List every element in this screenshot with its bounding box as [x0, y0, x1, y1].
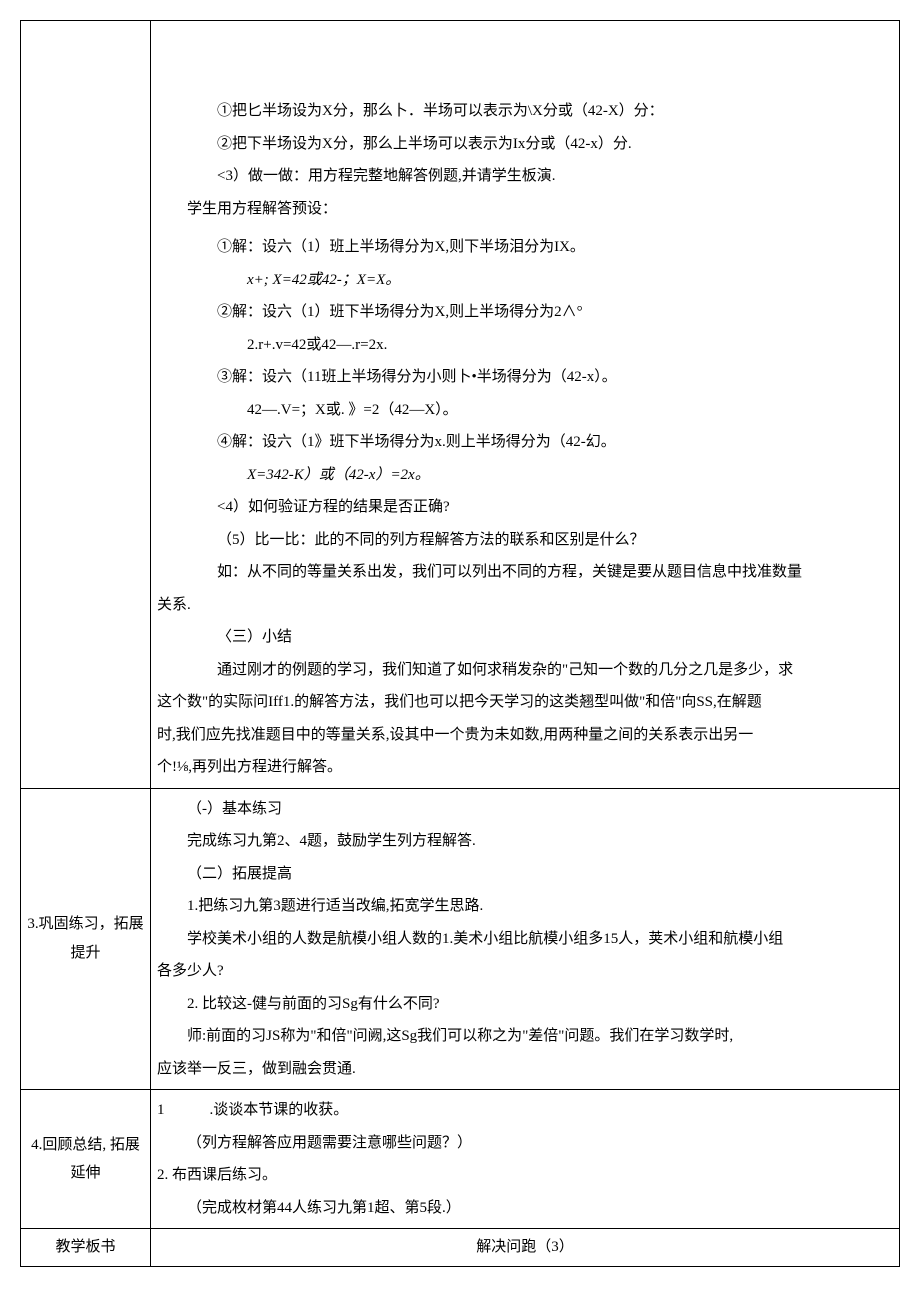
- line: ②解：设六（1）班下半场得分为X,则上半场得分为2∧°: [157, 296, 893, 329]
- section-label-2: 3.巩固练习，拓展提升: [21, 788, 151, 1090]
- line: ①把匕半场设为X分，那么卜．半场可以表示为\X分或（42-X）分：: [157, 95, 893, 128]
- section-label-4: 教学板书: [21, 1229, 151, 1267]
- line: 学校美术小组的人数是航模小组人数的1.美术小组比航模小组多15人，荚术小组和航模…: [157, 923, 893, 956]
- line: （-）基本练习: [157, 793, 893, 826]
- line: 各多少人?: [157, 955, 893, 988]
- line: 完成练习九第2、4题，鼓励学生列方程解答.: [157, 825, 893, 858]
- line: 2.r+.v=42或42—.r=2x.: [157, 329, 893, 362]
- line: <3）做一做：用方程完整地解答例题,并请学生板演.: [157, 160, 893, 193]
- line: ①解：设六（1）班上半场得分为X,则下半场泪分为IX。: [157, 231, 893, 264]
- line: 这个数"的实际问Iff1.的解答方法，我们也可以把今天学习的这类翘型叫做"和倍"…: [157, 686, 893, 719]
- table-row: 3.巩固练习，拓展提升 （-）基本练习 完成练习九第2、4题，鼓励学生列方程解答…: [21, 788, 900, 1090]
- line: 〈三）小结: [157, 621, 893, 654]
- line: 个!⅛,再列出方程进行解答。: [157, 751, 893, 784]
- line: ②把下半场设为X分，那么上半场可以表示为Ix分或（42-x）分.: [157, 128, 893, 161]
- section-label-3: 4.回顾总结, 拓展延伸: [21, 1090, 151, 1229]
- table-row: 4.回顾总结, 拓展延伸 1 .谈谈本节课的收获。 （列方程解答应用题需要注意哪…: [21, 1090, 900, 1229]
- line: 师:前面的习JS称为"和倍"问阙,这Sg我们可以称之为"差倍"问题。我们在学习数…: [157, 1020, 893, 1053]
- section-content-3: 1 .谈谈本节课的收获。 （列方程解答应用题需要注意哪些问题？） 2. 布西课后…: [151, 1090, 900, 1229]
- section-content-4: 解决问跑（3）: [151, 1229, 900, 1267]
- line: 2. 布西课后练习。: [157, 1159, 893, 1192]
- section-content-2: （-）基本练习 完成练习九第2、4题，鼓励学生列方程解答. （二）拓展提高 1.…: [151, 788, 900, 1090]
- line: 42—.V=；X或. 》=2（42—X）。: [157, 394, 893, 427]
- line: 如：从不同的等量关系出发，我们可以列出不同的方程，关键是要从题目信息中找准数量: [157, 556, 893, 589]
- table-row: 教学板书 解决问跑（3）: [21, 1229, 900, 1267]
- line: 时,我们应先找准题目中的等量关系,设其中一个贵为未如数,用两种量之间的关系表示出…: [157, 719, 893, 752]
- line: 1.把练习九第3题进行适当改编,拓宽学生思路.: [157, 890, 893, 923]
- line: 应该举一反三，做到融会贯通.: [157, 1053, 893, 1086]
- line: ③解：设六（11班上半场得分为小则卜•半场得分为（42-x）。: [157, 361, 893, 394]
- line: X=342-K）或（42-x）=2x。: [157, 459, 893, 492]
- line: 1 .谈谈本节课的收获。: [157, 1094, 893, 1127]
- line: 学生用方程解答预设：: [157, 193, 893, 226]
- line: （二）拓展提高: [157, 858, 893, 891]
- lesson-plan-table: ①把匕半场设为X分，那么卜．半场可以表示为\X分或（42-X）分： ②把下半场设…: [20, 20, 900, 1267]
- section-label-1: [21, 21, 151, 789]
- line: 关系.: [157, 589, 893, 622]
- line: <4）如何验证方程的结果是否正确?: [157, 491, 893, 524]
- table-row: ①把匕半场设为X分，那么卜．半场可以表示为\X分或（42-X）分： ②把下半场设…: [21, 21, 900, 789]
- line: （5）比一比：此的不同的列方程解答方法的联系和区别是什么？: [157, 524, 893, 557]
- line: （列方程解答应用题需要注意哪些问题？）: [157, 1127, 893, 1160]
- line: 2. 比较这-健与前面的习Sg有什么不同?: [157, 988, 893, 1021]
- section-content-1: ①把匕半场设为X分，那么卜．半场可以表示为\X分或（42-X）分： ②把下半场设…: [151, 21, 900, 789]
- line: x+; X=42或42-；X=X。: [157, 264, 893, 297]
- line: 通过刚才的例题的学习，我们知道了如何求稍发杂的"己知一个数的几分之几是多少，求: [157, 654, 893, 687]
- line: ④解：设六（1》班下半场得分为x.则上半场得分为（42-幻。: [157, 426, 893, 459]
- line: （完成枚材第44人练习九第1超、第5段.）: [157, 1192, 893, 1225]
